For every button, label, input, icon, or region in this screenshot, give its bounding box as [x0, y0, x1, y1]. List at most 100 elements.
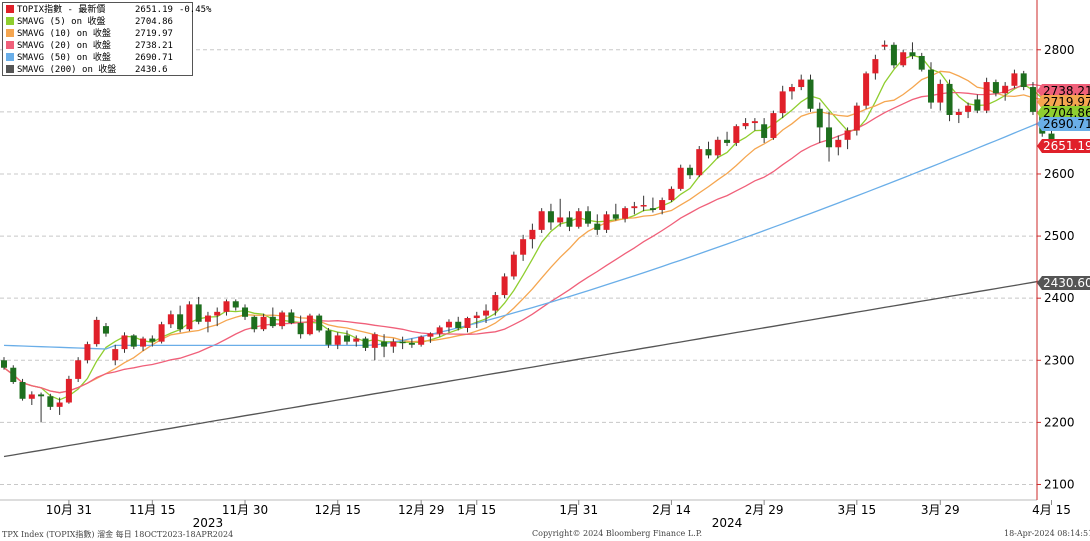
candle-body — [575, 211, 582, 227]
legend-item-smavg-5: SMAVG (5) on 收盤 2704.86 — [6, 17, 173, 28]
candle-body — [863, 73, 870, 106]
candle-body — [325, 330, 332, 345]
smavg-200-line — [3, 278, 1052, 458]
candle-body — [566, 217, 573, 227]
candle-body — [269, 316, 276, 327]
candle-body — [779, 91, 786, 114]
candle-body — [47, 396, 54, 407]
legend-name: SMAVG (20) on 收盤 — [17, 41, 111, 51]
x-axis: 10月 31 11月 15 11月 30 12月 15 12月 29 1月 15 1月 31… — [46, 500, 1071, 530]
x-tick-label: 12月 15 — [315, 503, 361, 517]
candle-body — [56, 402, 63, 407]
y-tick-label: 2200 — [1044, 415, 1075, 429]
footer-copyright: Copyright© 2024 Bloomberg Finance L.P. — [532, 529, 702, 538]
candle-body — [501, 276, 508, 296]
candle-body — [334, 335, 341, 345]
grid-lines — [0, 49, 1037, 485]
x-tick-label: 11月 30 — [222, 503, 268, 517]
candle-body — [251, 316, 258, 330]
candle-body — [19, 382, 26, 399]
candle-body — [612, 214, 619, 219]
candle-body — [918, 55, 925, 70]
candle-body — [418, 336, 425, 345]
candle-body — [1011, 73, 1018, 86]
legend-item-smavg-10: SMAVG (10) on 收盤 2719.97 — [6, 29, 173, 40]
candle-body — [946, 83, 953, 115]
legend-item-topix: TOPIX指數 - 最新價 2651.19 -0.45% — [6, 5, 211, 16]
candle-body — [297, 323, 304, 335]
candle-body — [112, 349, 119, 361]
candle-body — [974, 99, 981, 111]
value-tag-label: 2719.97 — [1043, 95, 1090, 109]
legend-value: 2690.71 — [135, 53, 173, 63]
candle-body — [353, 338, 360, 342]
candle-body — [835, 139, 842, 148]
candle-body — [343, 335, 350, 342]
value-tag-label: 2430.60 — [1043, 276, 1090, 290]
candle-body — [167, 314, 174, 325]
legend-swatch — [6, 5, 14, 13]
candle-body — [724, 139, 731, 143]
candle-body — [436, 327, 443, 334]
candle-body — [538, 211, 545, 230]
candle-body — [381, 341, 388, 347]
value-tag-bg — [1037, 276, 1090, 290]
legend-swatch — [6, 17, 14, 25]
legend-item-smavg-200: SMAVG (200) on 收盤 2430.6 — [6, 65, 168, 76]
y-tick-label: 2500 — [1044, 229, 1075, 243]
candle-body — [788, 87, 795, 92]
x-tick-label: 2月 14 — [652, 503, 691, 517]
candle-body — [965, 105, 972, 112]
candle-body — [362, 338, 369, 348]
y-tick-label: 2600 — [1044, 167, 1075, 181]
candle-body — [1, 360, 7, 368]
candle-body — [316, 315, 323, 331]
candle-body — [520, 239, 527, 255]
candle-body — [649, 208, 656, 210]
candle-body — [640, 205, 647, 207]
smavg-10-line — [3, 70, 1052, 394]
smavg-20-line — [3, 83, 1052, 394]
candle-body — [881, 44, 888, 47]
candle-body — [93, 319, 100, 345]
legend-swatch — [6, 29, 14, 37]
candle-body — [473, 315, 480, 319]
candle-body — [260, 316, 267, 330]
candle-body — [232, 301, 239, 308]
candle-body — [140, 338, 147, 347]
y-tick-label: 2800 — [1044, 43, 1075, 57]
candle-body — [492, 295, 499, 311]
candle-body — [594, 223, 601, 230]
candle-body — [445, 321, 452, 328]
candle-body — [10, 367, 17, 383]
candle-body — [28, 394, 35, 399]
smavg-50-line — [3, 117, 1052, 350]
candle-body — [677, 167, 684, 189]
candle-body — [186, 304, 193, 330]
legend: TOPIX指數 - 最新價 2651.19 -0.45% SMAVG (5) on … — [2, 2, 211, 76]
candle-body — [427, 333, 434, 337]
candle-body — [686, 167, 693, 176]
candle-body — [955, 111, 962, 115]
candle-body — [455, 321, 462, 328]
candle-body — [399, 341, 406, 344]
candle-body — [937, 83, 944, 103]
candle-body — [1020, 73, 1027, 88]
candle-body — [928, 69, 934, 103]
candle-body — [659, 200, 666, 210]
x-year-label: 2023 — [193, 516, 224, 530]
candle-body — [900, 52, 907, 66]
candle-body — [195, 304, 202, 322]
x-tick-label: 2月 29 — [745, 503, 784, 517]
candle-body — [890, 44, 897, 66]
candle-body — [826, 127, 833, 148]
y-tick-label: 2400 — [1044, 291, 1075, 305]
candle-body — [223, 301, 230, 312]
y-tick-label: 2300 — [1044, 353, 1075, 367]
legend-item-smavg-20: SMAVG (20) on 收盤 2738.21 — [6, 41, 173, 52]
x-tick-label: 11月 15 — [129, 503, 175, 517]
y-axis: 21002200230024002500260027002800 — [1037, 43, 1075, 491]
candle-body — [751, 121, 758, 124]
